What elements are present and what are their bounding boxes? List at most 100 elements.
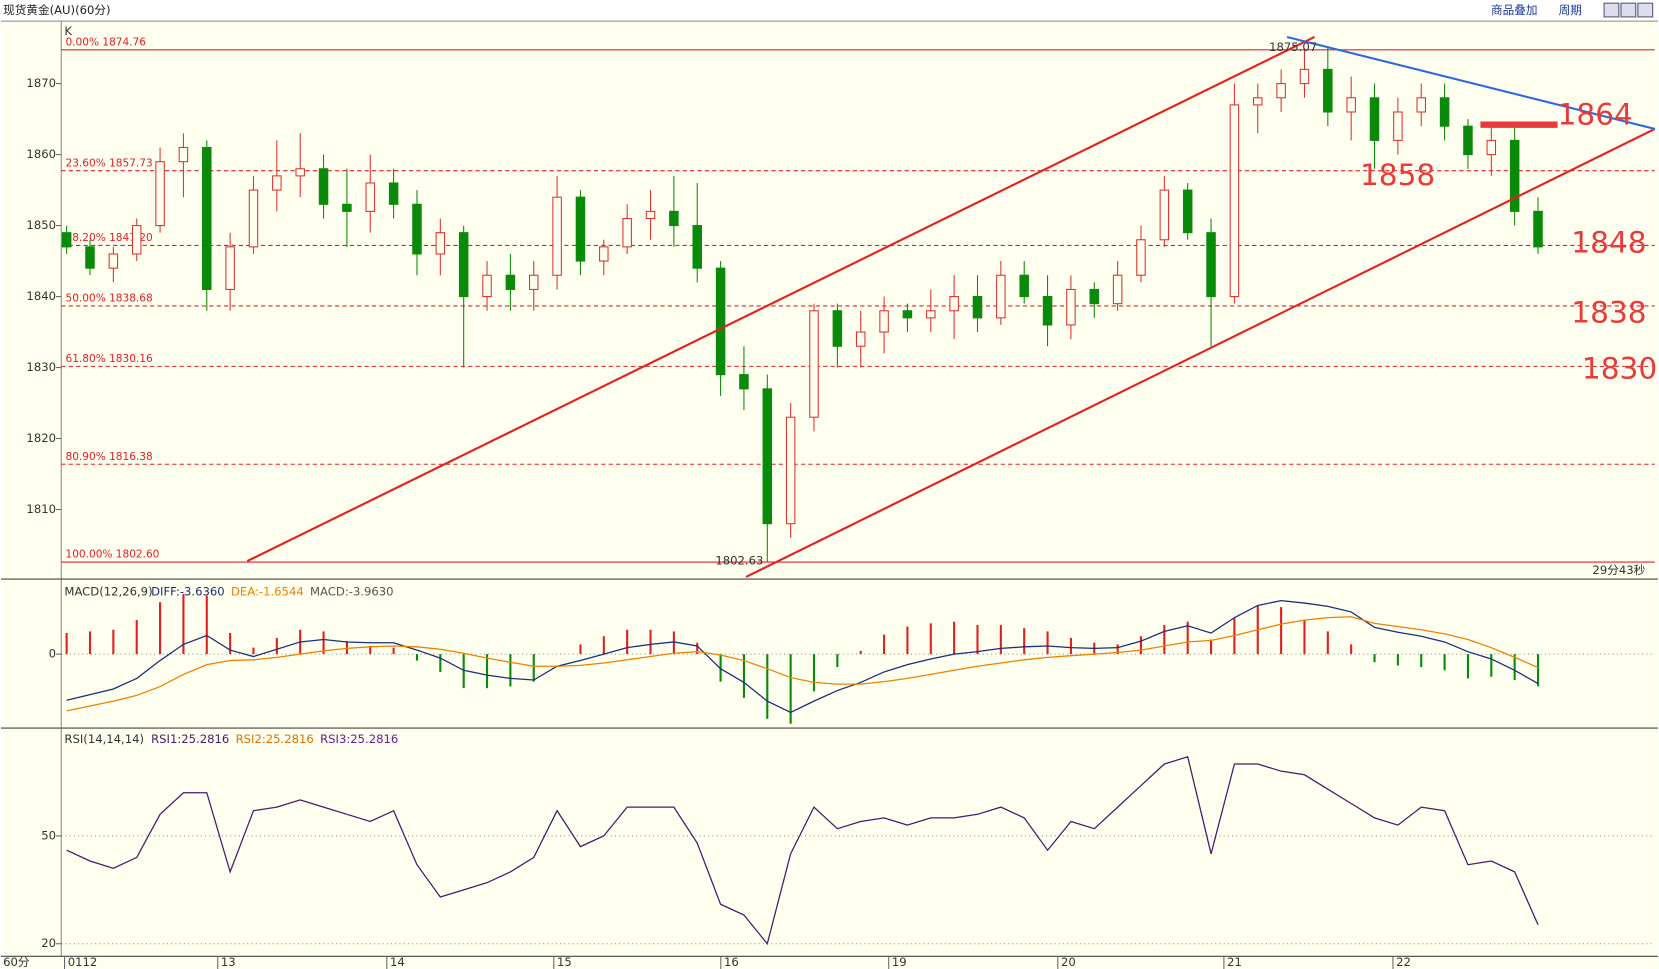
y-tick-label: 1820 [26, 431, 56, 445]
candle-body [61, 232, 72, 248]
candle-body [225, 246, 235, 290]
x-tick-label: 13 [221, 955, 236, 969]
candle-body [388, 182, 399, 205]
y-tick-label: 1870 [26, 76, 56, 90]
y-tick-label: 1850 [26, 218, 56, 232]
fib-label: 0.00% 1874.76 [66, 36, 147, 48]
candle-body [108, 253, 119, 269]
legend-entry: DIFF:-3.6360 [151, 584, 225, 598]
candle-body [1299, 68, 1310, 85]
candle-body [1019, 274, 1029, 298]
period-button[interactable]: 周期 [1559, 3, 1582, 17]
candle-body [1206, 232, 1216, 298]
candle-body [599, 246, 609, 262]
y-tick-label: 20 [41, 936, 56, 950]
low-note: 1802.63 [715, 554, 763, 568]
candle-body [155, 161, 165, 227]
candle-body [272, 175, 282, 191]
candle-body [1533, 210, 1543, 248]
candle-body [645, 210, 656, 220]
candle-body [178, 146, 189, 163]
indicator-title: MACD(12,26,9) [64, 584, 152, 598]
target-label: 1838 [1571, 295, 1646, 329]
candle-body [342, 203, 352, 212]
candle-body [669, 210, 679, 227]
candle-body [248, 189, 259, 248]
candle-body [202, 146, 212, 290]
candle-body [482, 274, 492, 298]
x-tick-label: 19 [892, 955, 907, 969]
title: 现货黄金(AU)(60分) [3, 3, 110, 17]
candle-body [575, 196, 586, 262]
window-buttons [1603, 2, 1654, 18]
candle-body [412, 203, 422, 255]
y-tick-label: 1860 [26, 147, 56, 161]
target-label: 1830 [1582, 351, 1657, 385]
candle-body [1393, 111, 1403, 141]
candle-body [1463, 125, 1473, 156]
candle-body [926, 310, 936, 319]
legend-entry: RSI1:25.2816 [151, 732, 229, 746]
legend-entry: MACD:-3.9630 [310, 584, 394, 598]
candle-body [1042, 296, 1053, 326]
timer: 29分43秒 [1592, 563, 1645, 577]
candle-body [1089, 288, 1100, 305]
x-tick-label: 22 [1396, 955, 1411, 969]
fib-label: 61.80% 1830.16 [66, 353, 153, 365]
candle-body [1066, 288, 1076, 326]
candle-body [365, 182, 376, 212]
series-line [66, 756, 1539, 946]
y-tick-label: 0 [49, 647, 56, 661]
indicator-title: RSI(14,14,14) [64, 732, 144, 746]
target-label: 1858 [1360, 158, 1435, 192]
candle-body [505, 274, 516, 290]
candle-body [902, 310, 913, 319]
candle-body [879, 310, 889, 333]
candle-body [949, 296, 959, 312]
x-tick-label: 0112 [68, 955, 98, 969]
y-tick-label: 1830 [26, 360, 56, 374]
period-label: 60分 [3, 955, 30, 969]
fib-label: 80.90% 1816.38 [66, 451, 153, 463]
fib-label: 38.20% 1847.20 [66, 232, 153, 244]
candle-body [1229, 104, 1240, 298]
candle-body [458, 232, 469, 298]
target-label: 1848 [1571, 226, 1646, 260]
x-tick-label: 21 [1227, 955, 1242, 969]
candle-body [739, 374, 749, 390]
candle-body [762, 388, 773, 525]
candle-body [809, 310, 819, 418]
y-tick-label: 1840 [26, 289, 56, 303]
fib-label: 23.60% 1857.73 [66, 157, 153, 169]
high-note: 1875.07 [1269, 40, 1317, 54]
candle-body [131, 225, 142, 255]
candle-body [295, 168, 305, 177]
overlay-button[interactable]: 商品叠加 [1491, 3, 1537, 17]
candle-body [1416, 97, 1426, 113]
candle-body [855, 331, 866, 347]
x-tick-label: 16 [724, 955, 739, 969]
candle-body [435, 232, 446, 255]
series-line [66, 599, 1539, 714]
candle-body [85, 246, 95, 269]
header-bar [1, 0, 1658, 22]
candle-body [785, 416, 796, 525]
candle-body [1112, 274, 1123, 305]
candle-body [1323, 68, 1333, 113]
candle-body [1509, 139, 1520, 212]
candle-body [1136, 239, 1146, 276]
candle-body [972, 296, 983, 319]
candle-body [1252, 97, 1263, 106]
x-tick-label: 20 [1061, 955, 1076, 969]
candle-body [832, 310, 843, 347]
candle-body [1182, 189, 1193, 234]
k-label: K [64, 24, 72, 38]
candle-body [1276, 83, 1286, 99]
candle-body [996, 274, 1006, 319]
candle-body [1159, 189, 1170, 241]
fib-label: 100.00% 1802.60 [66, 549, 160, 561]
y-tick-label: 1810 [26, 502, 56, 516]
